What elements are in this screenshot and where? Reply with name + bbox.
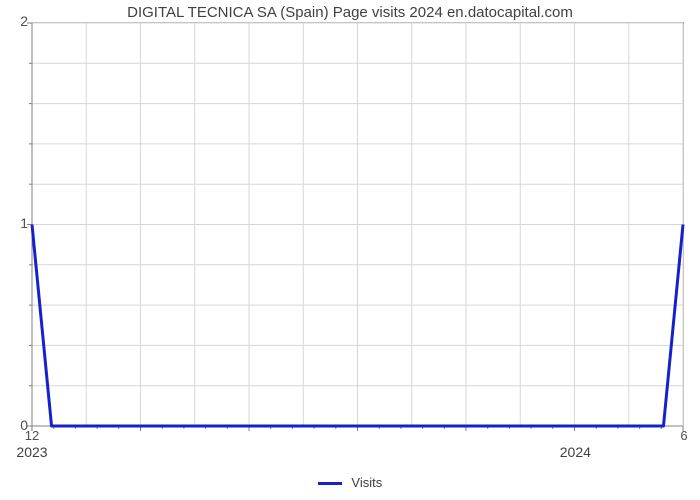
y-tick-label: 2 [0, 13, 28, 29]
x-tick-label: 6 [680, 428, 687, 443]
chart-plot-area [32, 22, 684, 426]
chart-title: DIGITAL TECNICA SA (Spain) Page visits 2… [0, 4, 700, 21]
chart-legend: Visits [0, 475, 700, 490]
y-tick-label: 1 [0, 215, 28, 231]
legend-swatch [318, 482, 342, 485]
legend-label: Visits [351, 475, 382, 490]
chart-svg [32, 23, 683, 426]
x-year-label: 2023 [16, 444, 47, 460]
x-year-label: 2024 [560, 444, 591, 460]
x-tick-label: 12 [25, 428, 39, 443]
